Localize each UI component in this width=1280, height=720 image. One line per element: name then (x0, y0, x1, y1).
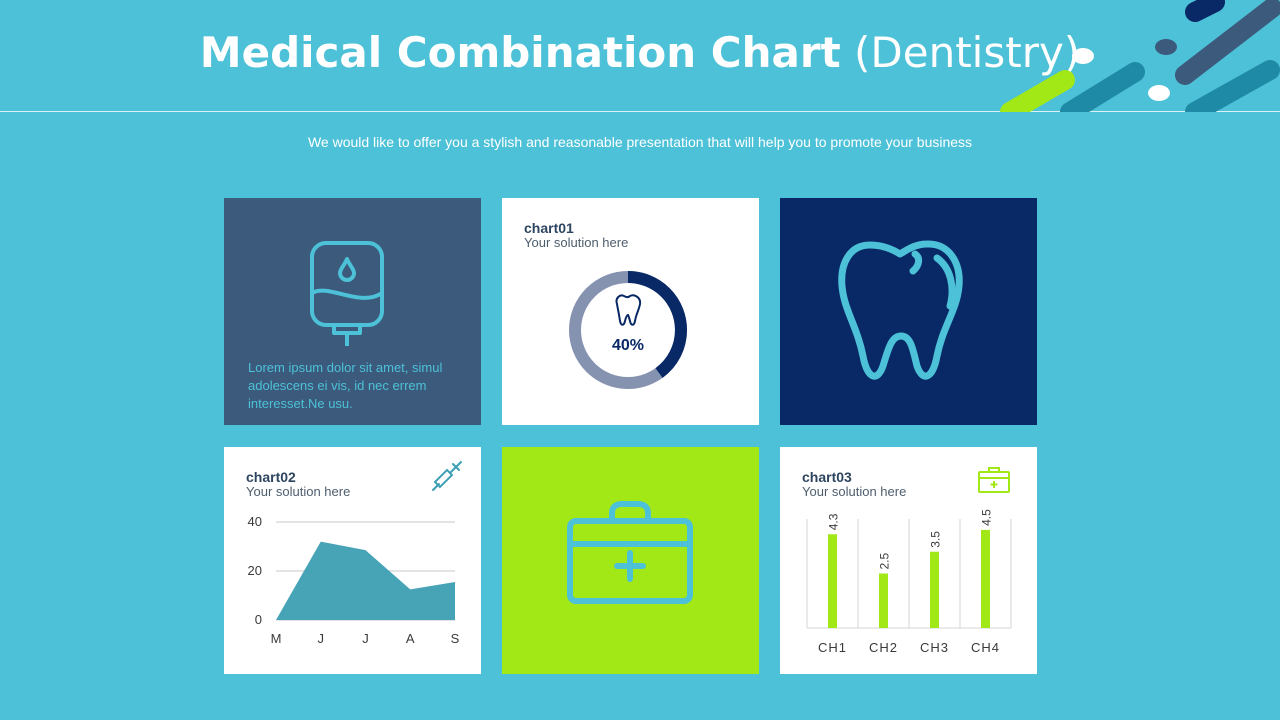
iv-bag-icon (310, 241, 384, 346)
area-series (276, 541, 455, 620)
decorative-stripes (1000, 0, 1280, 112)
chart03-title: chart03 (802, 469, 852, 485)
chart02-area-chart: 0 20 40 M J J A S (248, 514, 460, 646)
syringe-icon (432, 461, 462, 491)
tooth-icon (838, 240, 963, 380)
x-tick-label: CH2 (869, 640, 898, 655)
tile-description: Lorem ipsum dolor sit amet, simul adoles… (248, 360, 443, 411)
medical-kit-tile (502, 447, 759, 674)
bar (879, 573, 888, 628)
donut-value-label: 40% (612, 337, 644, 354)
data-label: 2.5 (878, 552, 892, 569)
chart02-card: chart02 Your solution here 0 20 40 M J J A S (224, 447, 481, 674)
x-tick-label: M (271, 631, 282, 646)
chart03-card: chart03 Your solution here 4.3 CH1 2.5 CH2 3… (780, 447, 1037, 674)
bar (981, 529, 990, 628)
chart01-subtitle: Your solution here (524, 235, 629, 250)
x-tick-label: CH3 (920, 640, 949, 655)
medical-kit-icon (567, 501, 693, 604)
x-tick-label: CH1 (818, 640, 847, 655)
page-subtitle: We would like to offer you a stylish and… (307, 134, 973, 150)
x-tick-label: A (406, 631, 415, 646)
data-label: 4.3 (827, 513, 841, 530)
iv-bag-tile: Lorem ipsum dolor sit amet, simul adoles… (224, 198, 481, 425)
chart03-bar-chart: 4.3 CH1 2.5 CH2 3.5 CH3 4.5 CH4 (806, 509, 1012, 655)
chart01-title: chart01 (524, 220, 574, 236)
first-aid-icon (978, 467, 1010, 493)
y-tick-label: 0 (255, 612, 262, 627)
chart01-donut: 40% (569, 271, 687, 389)
page-title: Medical Combination Chart (Dentistry) (199, 28, 1081, 77)
bar (930, 551, 939, 628)
chart03-subtitle: Your solution here (802, 484, 907, 499)
chart01-card: chart01 Your solution here 40% (502, 198, 759, 425)
data-label: 3.5 (929, 531, 943, 548)
data-label: 4.5 (980, 509, 994, 526)
bar (828, 534, 837, 628)
chart02-title: chart02 (246, 469, 296, 485)
header-divider (0, 111, 1280, 112)
x-tick-label: J (362, 631, 369, 646)
donut-value-arc (569, 271, 687, 389)
x-tick-label: CH4 (971, 640, 1000, 655)
tooth-icon (615, 294, 642, 326)
y-tick-label: 20 (248, 563, 262, 578)
y-tick-label: 40 (248, 514, 262, 529)
tooth-tile (780, 198, 1037, 425)
chart02-subtitle: Your solution here (246, 484, 351, 499)
x-tick-label: S (451, 631, 460, 646)
x-tick-label: J (318, 631, 325, 646)
